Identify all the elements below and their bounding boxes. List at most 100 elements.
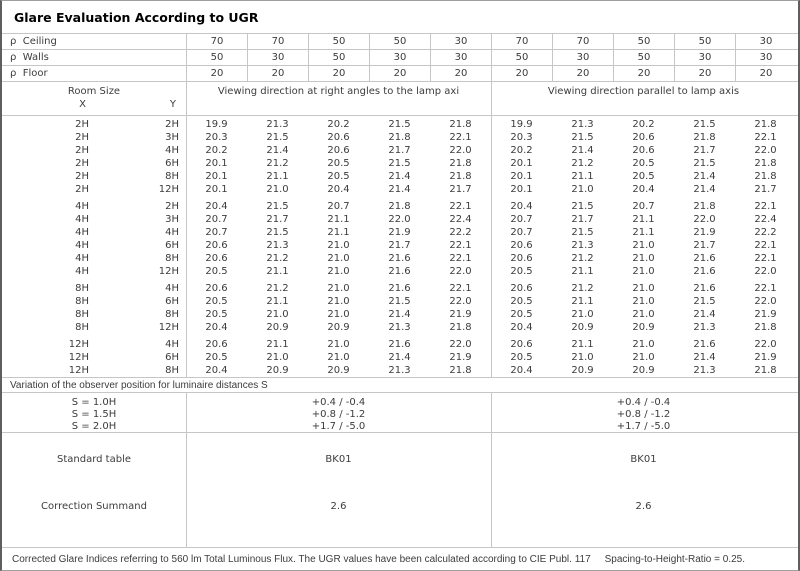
- reflectance-value: 30: [735, 50, 796, 65]
- room-size-y: 2H: [165, 201, 179, 212]
- ugr-value-left: 19.9: [205, 119, 228, 130]
- ugr-value-left: 21.6: [388, 339, 411, 350]
- room-size-y: 4H: [165, 145, 179, 156]
- room-size-x: 4H: [75, 227, 89, 238]
- ugr-row: 4H 2H 20.4 21.5 20.7 21.8 22.1 20.4 21.5 20.7 21.8…: [2, 200, 798, 213]
- reflectance-value: 20: [552, 66, 613, 81]
- ugr-value-left: 20.7: [205, 214, 228, 225]
- ugr-value-right: 20.1: [510, 158, 533, 169]
- reflectance-value: 50: [186, 50, 247, 65]
- room-size-x: 2H: [75, 158, 89, 169]
- ugr-value-right: 21.6: [693, 283, 716, 294]
- ugr-value-right: 22.0: [754, 296, 777, 307]
- ugr-value-left: 21.0: [327, 309, 350, 320]
- ugr-value-right: 21.8: [754, 171, 777, 182]
- reflectance-label: ρ Walls: [10, 52, 49, 63]
- ugr-value-right: 22.1: [754, 201, 777, 212]
- y-column-label: Y: [169, 99, 176, 110]
- room-size-x: 2H: [75, 119, 89, 130]
- reflectance-value: 70: [552, 34, 613, 49]
- ugr-value-left: 21.0: [266, 309, 289, 320]
- ugr-row: 4H 8H 20.6 21.2 21.0 21.6 22.1 20.6 21.2 21.0 21.6…: [2, 252, 798, 265]
- room-size-y: 3H: [165, 214, 179, 225]
- reflectance-value: 20: [369, 66, 430, 81]
- room-size-y: 6H: [165, 240, 179, 251]
- ugr-value-left: 21.9: [388, 227, 411, 238]
- ugr-value-right: 20.7: [510, 227, 533, 238]
- ugr-value-right: 21.7: [693, 145, 716, 156]
- ugr-value-right: 21.3: [693, 365, 716, 376]
- ugr-value-right: 20.4: [510, 365, 533, 376]
- ugr-value-left: 21.4: [388, 171, 411, 182]
- ugr-value-left: 21.0: [327, 339, 350, 350]
- variation-row: S = 1.0H +0.4 / -0.4 +0.4 / -0.4: [2, 396, 798, 408]
- ugr-value-right: 20.5: [632, 171, 655, 182]
- ugr-value-right: 20.7: [632, 201, 655, 212]
- ugr-value-right: 21.4: [693, 171, 716, 182]
- ugr-value-right: 21.4: [693, 352, 716, 363]
- room-size-x: 8H: [75, 309, 89, 320]
- ugr-value-left: 20.2: [205, 145, 228, 156]
- ugr-value-left: 21.8: [449, 322, 472, 333]
- ugr-row: 8H 6H 20.5 21.1 21.0 21.5 22.0 20.5 21.1 21.0 21.5…: [2, 295, 798, 308]
- ugr-row: 2H 3H 20.3 21.5 20.6 21.8 22.1 20.3 21.5 20.6 21.8…: [2, 131, 798, 144]
- ugr-value-left: 21.5: [388, 158, 411, 169]
- reflectance-value: 70: [247, 34, 308, 49]
- reflectance-value: 30: [430, 50, 491, 65]
- ugr-value-right: 20.5: [510, 309, 533, 320]
- ugr-rows: 2H 2H 19.9 21.3 20.2 21.5 21.8 19.9 21.3 20.2 21.5…: [2, 118, 798, 377]
- ugr-row: 12H 4H 20.6 21.1 21.0 21.6 22.0 20.6 21.1 21.0 21.…: [2, 338, 798, 351]
- ugr-value-left: 22.0: [449, 266, 472, 277]
- ugr-value-left: 21.4: [266, 145, 289, 156]
- ugr-value-right: 21.8: [754, 365, 777, 376]
- ugr-value-left: 21.0: [327, 283, 350, 294]
- ugr-value-left: 21.3: [388, 365, 411, 376]
- ugr-value-left: 20.6: [205, 339, 228, 350]
- reflectance-value: 30: [430, 34, 491, 49]
- ugr-value-right: 21.9: [754, 309, 777, 320]
- ugr-value-right: 20.6: [510, 240, 533, 251]
- reflectance-value: 30: [369, 50, 430, 65]
- variation-s-label: S = 1.0H: [71, 396, 117, 408]
- ugr-value-right: 20.4: [632, 184, 655, 195]
- ugr-row: 2H 12H 20.1 21.0 20.4 21.4 21.7 20.1 21.0 20.4 21.…: [2, 183, 798, 196]
- ugr-value-right: 22.1: [754, 283, 777, 294]
- variation-row: S = 2.0H +1.7 / -5.0 +1.7 / -5.0: [2, 420, 798, 432]
- reflectance-label: ρ Ceiling: [10, 36, 57, 47]
- ugr-value-right: 21.1: [571, 339, 594, 350]
- ugr-value-left: 21.9: [449, 309, 472, 320]
- ugr-value-left: 21.0: [327, 352, 350, 363]
- ugr-table-body: 2H 2H 19.9 21.3 20.2 21.5 21.8 19.9 21.3 20.2 21.5…: [2, 116, 798, 378]
- ugr-value-left: 22.1: [449, 240, 472, 251]
- ugr-value-right: 21.0: [632, 266, 655, 277]
- ugr-value-left: 20.6: [205, 240, 228, 251]
- x-column-label: X: [79, 99, 86, 110]
- room-size-y: 4H: [165, 227, 179, 238]
- ugr-value-left: 20.7: [205, 227, 228, 238]
- footer-ratio: Spacing-to-Height-Ratio = 0.25.: [604, 553, 745, 565]
- reflectance-rows: ρ Ceiling 70 70 50 50 30 70 70 50 50 30 ρ Walls 50 30…: [2, 34, 798, 82]
- ugr-value-left: 20.5: [327, 171, 350, 182]
- column-divider: [491, 433, 492, 547]
- room-size-y: 8H: [165, 309, 179, 320]
- column-divider: [186, 433, 187, 547]
- ugr-value-right: 21.7: [571, 214, 594, 225]
- room-size-y: 4H: [165, 339, 179, 350]
- variation-left-value: +0.4 / -0.4: [311, 396, 366, 408]
- footer-note: Corrected Glare Indices referring to 560…: [12, 553, 591, 565]
- ugr-value-right: 22.1: [754, 132, 777, 143]
- reflectance-value: 30: [735, 34, 796, 49]
- ugr-value-right: 20.3: [510, 132, 533, 143]
- ugr-value-left: 20.6: [327, 145, 350, 156]
- reflectance-value: 50: [613, 50, 674, 65]
- ugr-value-right: 21.4: [693, 309, 716, 320]
- ugr-value-left: 21.5: [388, 296, 411, 307]
- ugr-value-right: 21.9: [754, 352, 777, 363]
- ugr-value-left: 22.1: [449, 132, 472, 143]
- ugr-value-right: 21.0: [632, 352, 655, 363]
- ugr-value-right: 20.4: [510, 322, 533, 333]
- room-size-y: 3H: [165, 132, 179, 143]
- ugr-value-right: 20.6: [510, 253, 533, 264]
- reflectance-value: 30: [247, 50, 308, 65]
- ugr-value-left: 22.1: [449, 201, 472, 212]
